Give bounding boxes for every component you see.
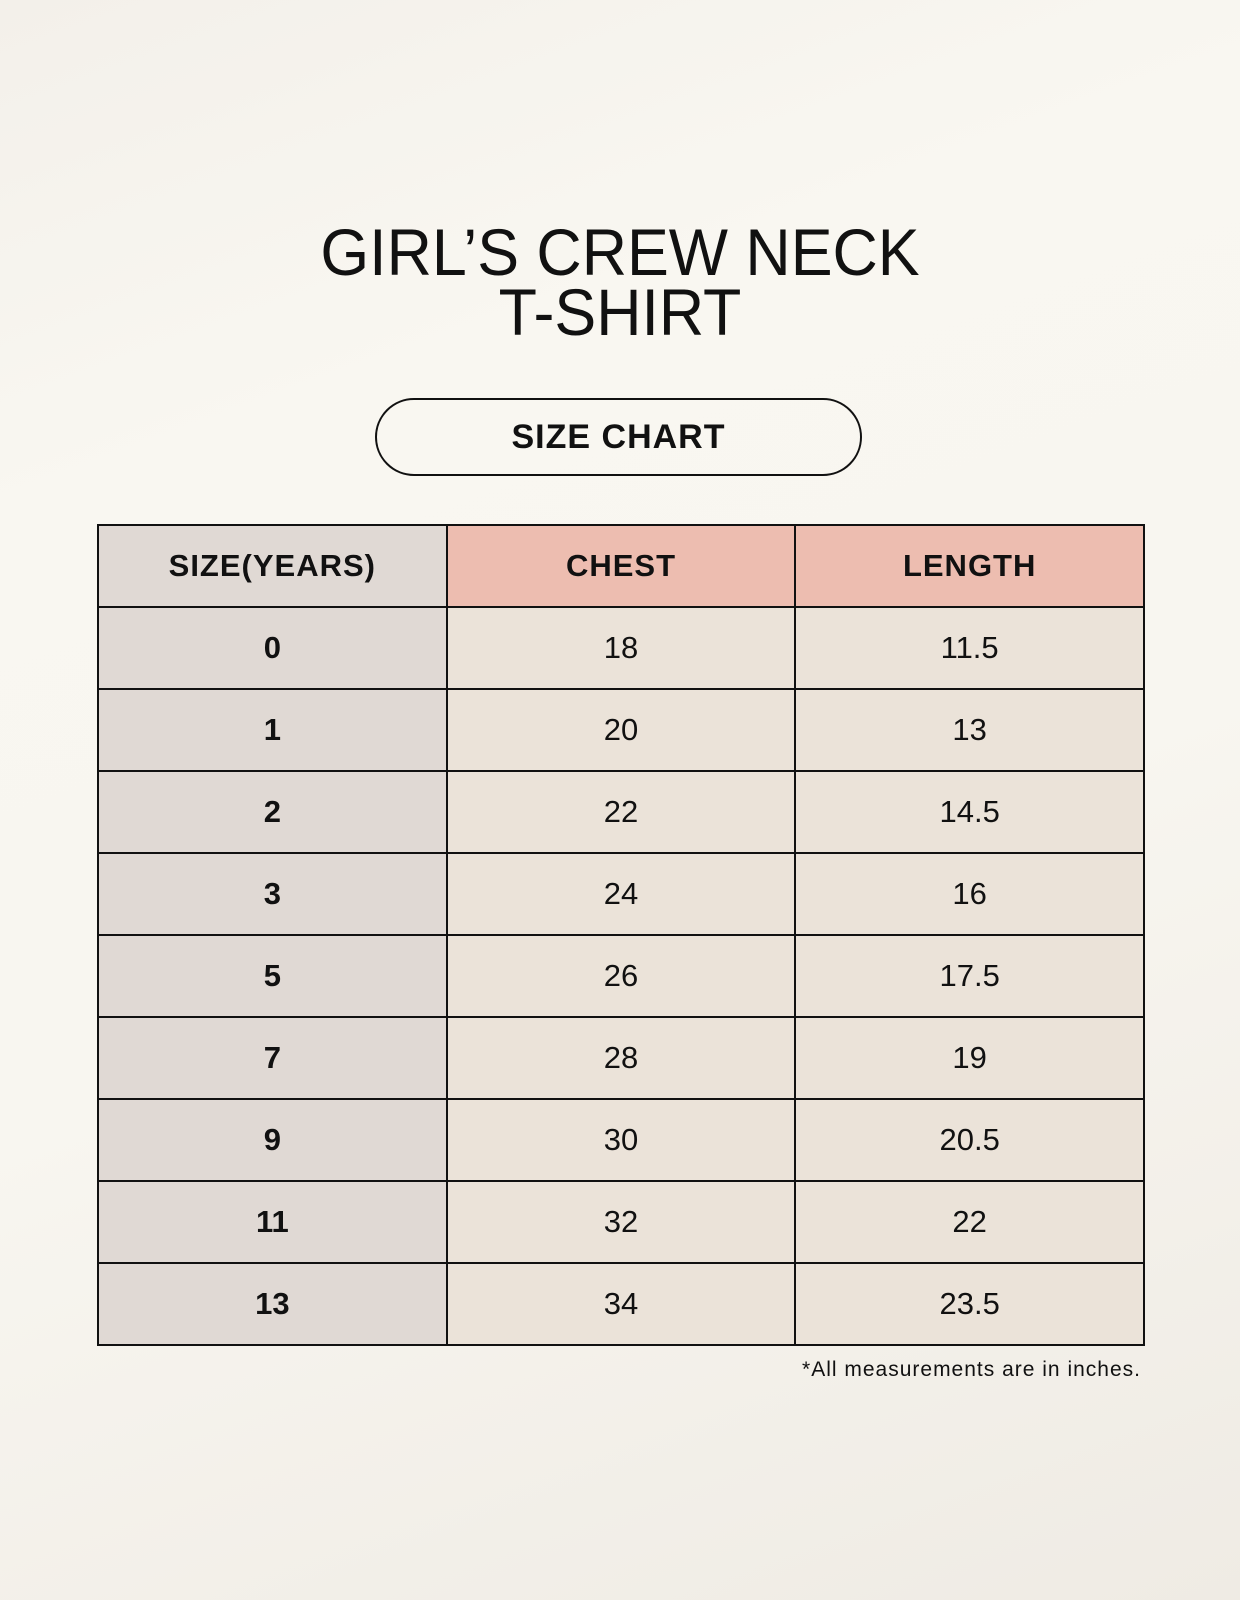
size-cell: 13 <box>97 1262 448 1346</box>
chest-cell: 22 <box>445 770 797 854</box>
table-row: 2 22 14.5 <box>97 770 1145 854</box>
length-cell: 14.5 <box>794 770 1145 854</box>
table-row: 3 24 16 <box>97 852 1145 936</box>
footnote: *All measurements are in inches. <box>802 1358 1141 1381</box>
table-row: 9 30 20.5 <box>97 1098 1145 1182</box>
length-cell: 20.5 <box>794 1098 1145 1182</box>
size-cell: 3 <box>97 852 448 936</box>
length-cell: 23.5 <box>794 1262 1145 1346</box>
table-row: 13 34 23.5 <box>97 1262 1145 1346</box>
header-size: SIZE(YEARS) <box>97 524 448 608</box>
length-cell: 22 <box>794 1180 1145 1264</box>
table-row: 11 32 22 <box>97 1180 1145 1264</box>
length-cell: 19 <box>794 1016 1145 1100</box>
chest-cell: 26 <box>445 934 797 1018</box>
length-cell: 16 <box>794 852 1145 936</box>
size-cell: 2 <box>97 770 448 854</box>
chest-cell: 18 <box>445 606 797 690</box>
header-length: LENGTH <box>794 524 1145 608</box>
title-line-2: T-SHIRT <box>498 275 742 349</box>
size-chart-badge: SIZE CHART <box>375 398 862 476</box>
table-row: 5 26 17.5 <box>97 934 1145 1018</box>
table-row: 1 20 13 <box>97 688 1145 772</box>
size-table: SIZE(YEARS) CHEST LENGTH 0 18 11.5 1 20 13 2 22… <box>97 524 1145 1346</box>
size-cell: 11 <box>97 1180 448 1264</box>
chest-cell: 34 <box>445 1262 797 1346</box>
table-row: 0 18 11.5 <box>97 606 1145 690</box>
length-cell: 13 <box>794 688 1145 772</box>
table-row: 7 28 19 <box>97 1016 1145 1100</box>
size-cell: 9 <box>97 1098 448 1182</box>
size-cell: 7 <box>97 1016 448 1100</box>
chest-cell: 20 <box>445 688 797 772</box>
size-cell: 0 <box>97 606 448 690</box>
length-cell: 17.5 <box>794 934 1145 1018</box>
page-title: GIRL’S CREW NECK T-SHIRT <box>31 215 1209 349</box>
title-line-1: GIRL’S CREW NECK <box>320 215 920 289</box>
chest-cell: 28 <box>445 1016 797 1100</box>
chest-cell: 32 <box>445 1180 797 1264</box>
header-row: SIZE(YEARS) CHEST LENGTH <box>97 524 1145 608</box>
chest-cell: 30 <box>445 1098 797 1182</box>
size-cell: 1 <box>97 688 448 772</box>
chest-cell: 24 <box>445 852 797 936</box>
size-cell: 5 <box>97 934 448 1018</box>
length-cell: 11.5 <box>794 606 1145 690</box>
header-chest: CHEST <box>445 524 797 608</box>
